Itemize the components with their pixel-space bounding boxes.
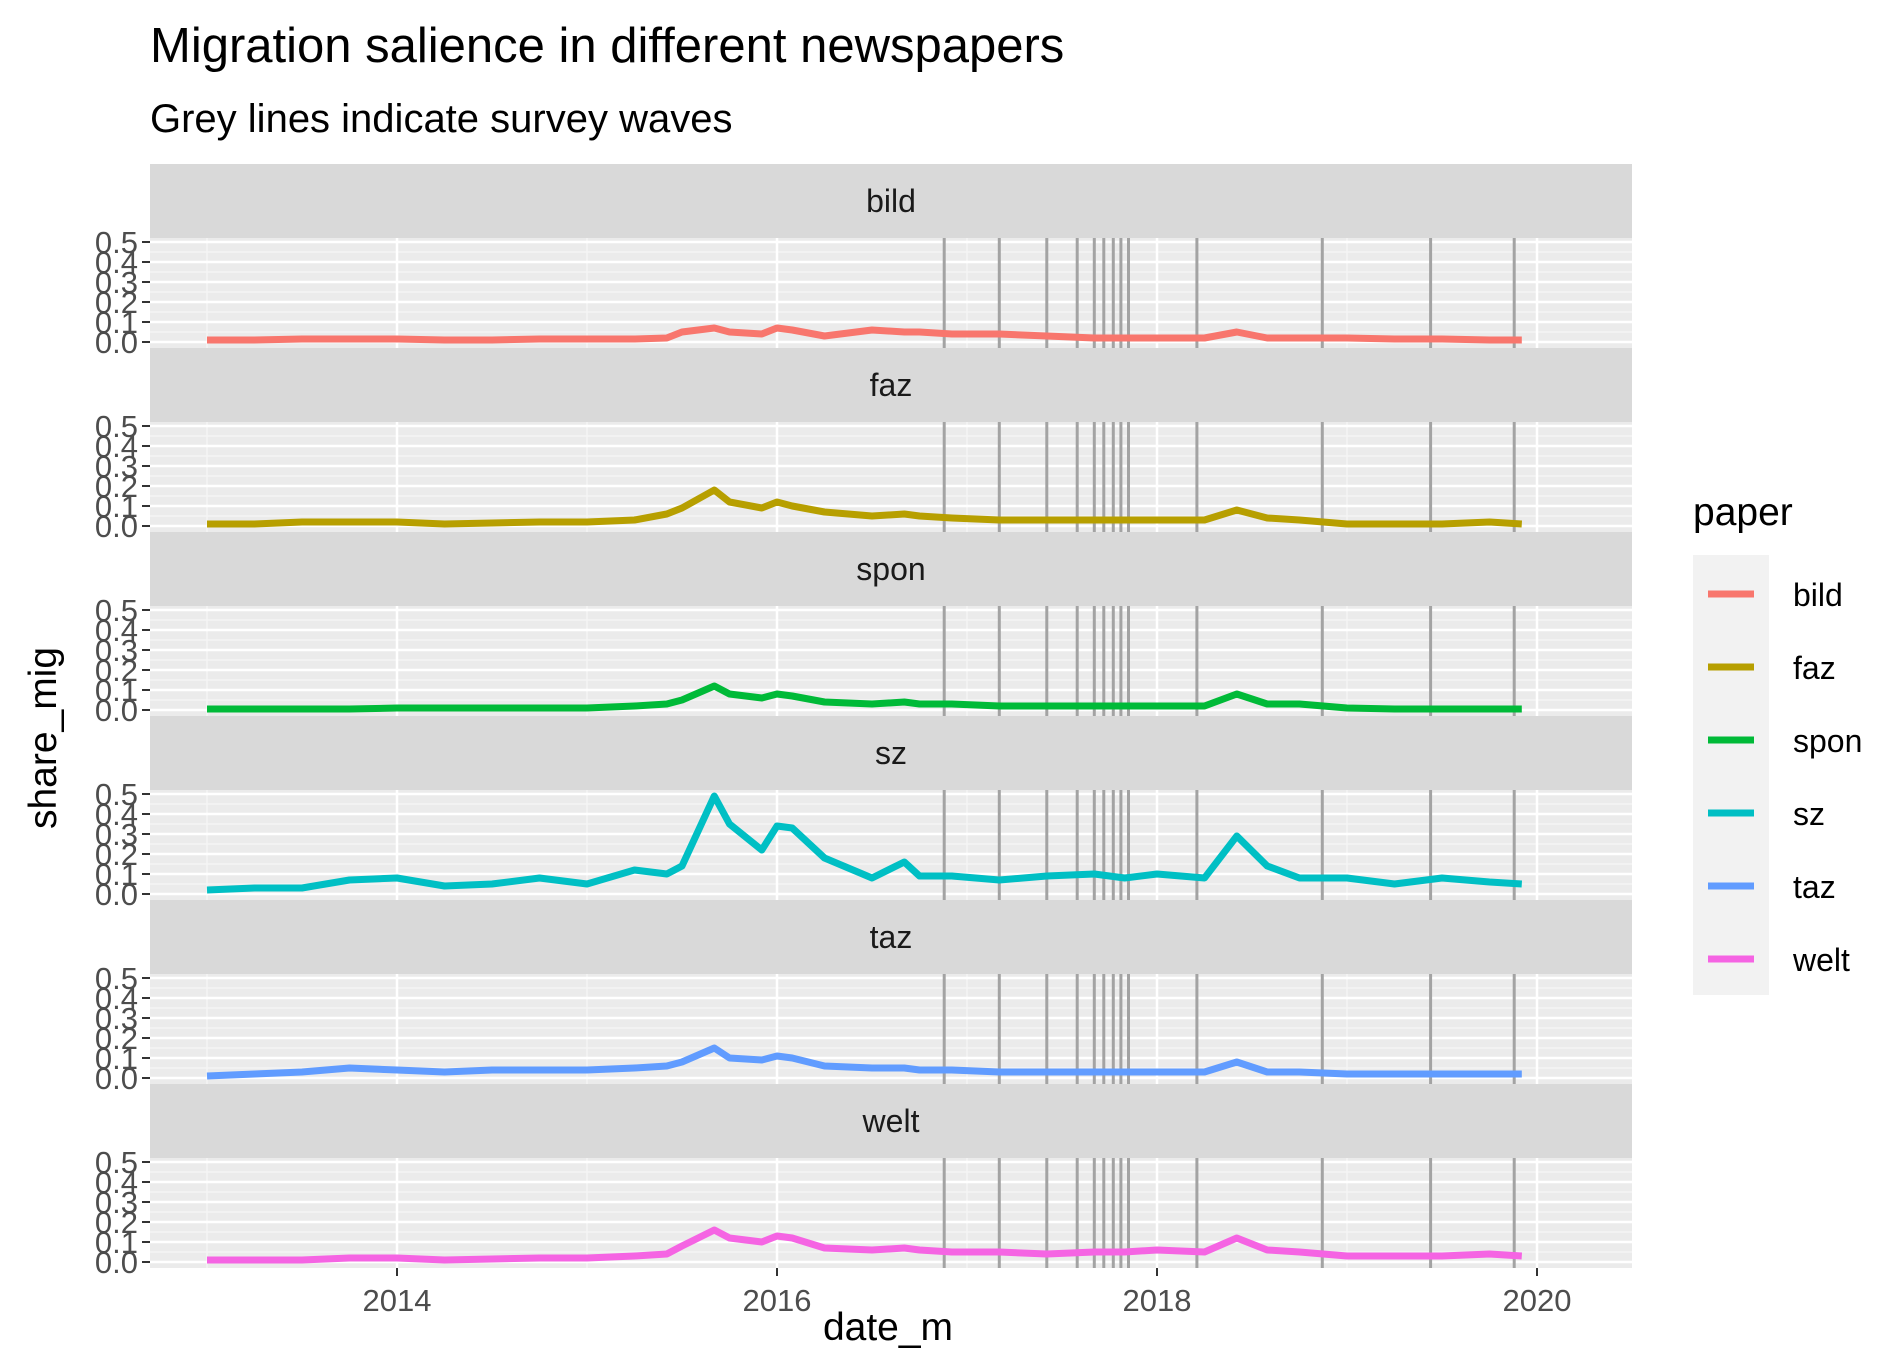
legend-key-background bbox=[1693, 555, 1769, 995]
x-tick-label: 2014 bbox=[363, 1283, 432, 1318]
legend-items: bild faz spon sz taz welt bbox=[1708, 577, 1862, 978]
series-line-faz bbox=[207, 486, 1523, 528]
legend-label: sz bbox=[1793, 796, 1825, 832]
facet-panel-welt: welt 0.00.10.20.30.40.5 bbox=[95, 1084, 1632, 1280]
y-tick-label: 0.0 bbox=[95, 325, 138, 360]
y-tick-label: 0.3 bbox=[95, 817, 138, 852]
legend-item-taz: taz bbox=[1708, 869, 1836, 905]
y-tick-label: 0.3 bbox=[95, 265, 138, 300]
facet-strip bbox=[150, 348, 1632, 422]
series-line-welt bbox=[207, 1226, 1523, 1264]
facet-strip bbox=[150, 900, 1632, 974]
y-tick-label: 0.2 bbox=[95, 653, 138, 688]
chart-subtitle: Grey lines indicate survey waves bbox=[150, 97, 732, 141]
y-tick-label: 0.1 bbox=[95, 1041, 138, 1076]
legend-title: paper bbox=[1693, 491, 1793, 534]
y-tick-label: 0.1 bbox=[95, 305, 138, 340]
facet-strip-label: bild bbox=[866, 183, 916, 219]
y-tick-label: 0.5 bbox=[95, 225, 138, 260]
y-axis-title: share_mig bbox=[22, 647, 65, 829]
facet-strip bbox=[150, 532, 1632, 606]
series-line-bild bbox=[207, 324, 1522, 344]
legend-label: faz bbox=[1793, 650, 1836, 686]
y-tick-label: 0.3 bbox=[95, 449, 138, 484]
y-tick-label: 0.3 bbox=[95, 1001, 138, 1036]
x-tick-label: 2020 bbox=[1503, 1283, 1572, 1318]
facet-strip-label: taz bbox=[870, 919, 913, 955]
x-tick-label: 2018 bbox=[1123, 1283, 1192, 1318]
y-tick-label: 0.0 bbox=[95, 877, 138, 912]
y-tick-label: 0.4 bbox=[95, 1165, 138, 1200]
y-tick-label: 0.0 bbox=[95, 509, 138, 544]
facet-strip-label: spon bbox=[856, 551, 925, 587]
facet-strip-label: welt bbox=[862, 1103, 920, 1139]
y-tick-label: 0.5 bbox=[95, 1145, 138, 1180]
facet-strip bbox=[150, 164, 1632, 238]
legend-item-faz: faz bbox=[1708, 650, 1836, 686]
y-tick-label: 0.1 bbox=[95, 1225, 138, 1260]
y-tick-label: 0.0 bbox=[95, 1061, 138, 1096]
y-tick-label: 0.4 bbox=[95, 797, 138, 832]
y-tick-label: 0.4 bbox=[95, 981, 138, 1016]
facet-strip-label: faz bbox=[870, 367, 913, 403]
y-tick-label: 0.5 bbox=[95, 409, 138, 444]
y-tick-label: 0.2 bbox=[95, 285, 138, 320]
y-tick-label: 0.5 bbox=[95, 777, 138, 812]
legend-label: bild bbox=[1793, 577, 1843, 613]
x-axis-title: date_m bbox=[823, 1306, 953, 1349]
facet-panels: bild0.00.10.20.30.40.5faz0.00.10.20.30.4… bbox=[95, 164, 1632, 1280]
legend-item-spon: spon bbox=[1708, 723, 1862, 759]
legend-item-sz: sz bbox=[1708, 796, 1825, 832]
chart-title: Migration salience in different newspape… bbox=[150, 19, 1064, 73]
y-tick-label: 0.2 bbox=[95, 1205, 138, 1240]
facet-panel-bild: bild 0.00.10.20.30.40.5 bbox=[95, 164, 1632, 360]
legend-label: spon bbox=[1793, 723, 1862, 759]
y-tick-label: 0.1 bbox=[95, 673, 138, 708]
y-tick-label: 0.0 bbox=[95, 1245, 138, 1280]
y-tick-label: 0.2 bbox=[95, 469, 138, 504]
legend-item-welt: welt bbox=[1708, 942, 1850, 978]
y-tick-label: 0.4 bbox=[95, 245, 138, 280]
y-tick-label: 0.2 bbox=[95, 1021, 138, 1056]
y-tick-label: 0.4 bbox=[95, 613, 138, 648]
y-tick-label: 0.3 bbox=[95, 1185, 138, 1220]
series-line-taz bbox=[206, 1044, 1522, 1080]
x-tick-label: 2016 bbox=[743, 1283, 812, 1318]
legend-item-bild: bild bbox=[1708, 577, 1843, 613]
legend-label: taz bbox=[1793, 869, 1836, 905]
y-tick-label: 0.5 bbox=[95, 961, 138, 996]
y-tick-label: 0.3 bbox=[95, 633, 138, 668]
facet-panel-taz: taz 0.00.10.20.30.40.5 bbox=[95, 900, 1632, 1096]
facet-panel-sz: sz 0.00.10.20.30.40.5 bbox=[95, 716, 1632, 912]
facet-strip bbox=[150, 1084, 1632, 1158]
facet-strip bbox=[150, 716, 1632, 790]
series-line-sz bbox=[206, 792, 1523, 894]
y-tick-label: 0.5 bbox=[95, 593, 138, 628]
facet-strip-label: sz bbox=[875, 735, 907, 771]
y-tick-label: 0.2 bbox=[95, 837, 138, 872]
x-axis: 2014 2016 2018 2020 bbox=[363, 1268, 1572, 1318]
series-line-spon bbox=[207, 682, 1522, 713]
y-tick-label: 0.1 bbox=[95, 857, 138, 892]
facet-panel-spon: spon 0.00.10.20.30.40.5 bbox=[95, 532, 1632, 728]
legend: paper bild faz spon sz taz welt bbox=[1693, 491, 1862, 995]
y-tick-label: 0.0 bbox=[95, 693, 138, 728]
y-tick-label: 0.4 bbox=[95, 429, 138, 464]
facet-panel-faz: faz 0.00.10.20.30.40.5 bbox=[95, 348, 1632, 544]
legend-label: welt bbox=[1792, 942, 1850, 978]
y-tick-label: 0.1 bbox=[95, 489, 138, 524]
